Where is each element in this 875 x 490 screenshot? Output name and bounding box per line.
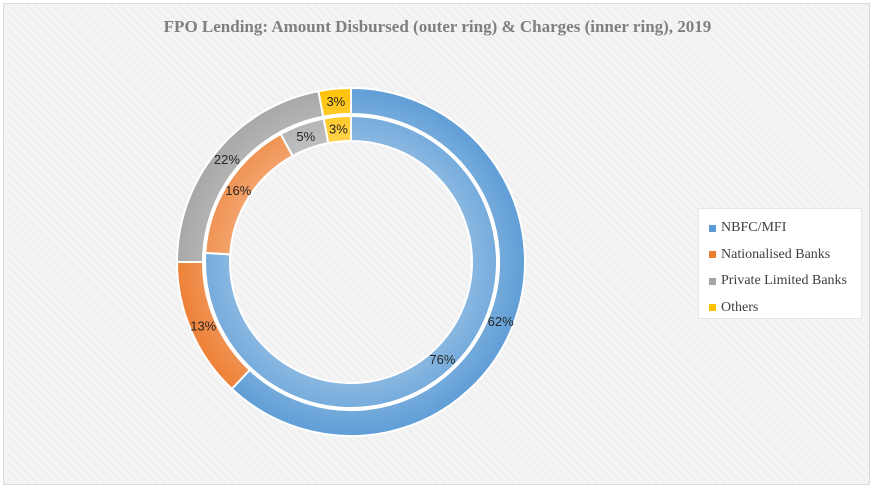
inner-label-others: 3% [329,122,348,137]
outer-label-nationalised-banks: 13% [190,318,216,333]
inner-label-private-limited-banks: 5% [296,129,315,144]
inner-label-nbfc-mfi: 76% [429,352,455,367]
outer-label-nbfc-mfi: 62% [488,314,514,329]
legend-label-private-limited-banks: Private Limited Banks [721,273,847,289]
outer-slice-nbfc-mfi [230,86,526,437]
legend-swatch-nbfc-mfi [709,224,716,232]
outer-label-private-limited-banks: 22% [214,152,240,167]
legend-item-nationalised-banks: Nationalised Banks [709,242,861,269]
legend-swatch-others [709,304,716,312]
legend-label-nbfc-mfi: NBFC/MFI [721,220,787,236]
outer-label-others: 3% [326,94,345,109]
legend-item-nbfc-mfi: NBFC/MFI [709,215,861,242]
inner-label-nationalised-banks: 16% [225,183,251,198]
donut-chart: 62% 13% 22% 3% 76% 16% 5% 3% [175,86,526,437]
outer-slice-others [317,86,352,118]
legend-swatch-nationalised-banks [709,251,716,259]
chart-title: FPO Lending: Amount Disbursed (outer rin… [163,17,712,36]
chart-legend: NBFC/MFI Nationalised Banks Private Limi… [698,208,862,319]
legend-label-nationalised-banks: Nationalised Banks [721,246,831,262]
inner-slice-others [322,114,352,145]
inner-slice-nbfc-mfi [204,114,498,409]
legend-label-others: Others [721,299,759,315]
legend-item-others: Others [709,295,861,322]
chart-area: FPO Lending: Amount Disbursed (outer rin… [3,3,870,485]
legend-swatch-private-limited-banks [709,277,716,285]
legend-item-private-limited-banks: Private Limited Banks [709,268,861,295]
